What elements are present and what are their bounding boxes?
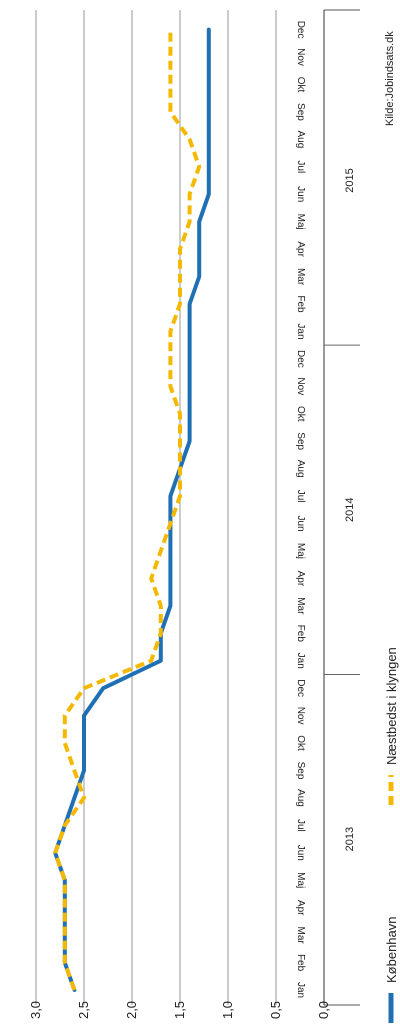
x-tick-label: Feb: [295, 295, 306, 313]
x-tick-label: Feb: [295, 954, 306, 972]
series-0-point: [103, 688, 104, 689]
series-0-point: [83, 742, 84, 743]
y-tick-label: 0,5: [268, 1001, 283, 1019]
series-0-point: [74, 797, 75, 798]
source-credit: Kilde:Jobindsats.dk: [384, 31, 396, 126]
series-0-point: [199, 276, 200, 277]
x-tick-label: Jun: [295, 515, 306, 531]
x-tick-label: Feb: [295, 625, 306, 643]
x-tick-label: Mar: [295, 268, 306, 286]
x-tick-label: Jan: [295, 323, 306, 339]
series-0-point: [83, 770, 84, 771]
x-axis-month-labels: Jan Feb Mar Apr Maj Jun Jul Aug Sep Okt Nov Dec Jan F…: [295, 21, 306, 998]
x-tick-label: Nov: [295, 707, 306, 725]
series-0-point: [199, 221, 200, 222]
x-tick-label: Maj: [295, 872, 306, 888]
x-tick-label: Mar: [295, 927, 306, 945]
series-1-point: [64, 880, 65, 881]
year-label: 2013: [344, 827, 356, 851]
series-lines: [53, 27, 211, 992]
x-tick-label: Jun: [295, 186, 306, 202]
series-0-point: [170, 578, 171, 579]
x-tick-label: Okt: [295, 77, 306, 93]
series-0-point: [208, 111, 209, 112]
x-tick-label: Maj: [295, 214, 306, 230]
series-0-point: [208, 29, 209, 30]
legend-label-naestbedst: Næstbedst i klyngen: [384, 647, 399, 765]
x-tick-label: Okt: [295, 406, 306, 422]
series-0-point: [208, 139, 209, 140]
x-axis-year-labels: 2013 2014 2015: [344, 168, 356, 851]
x-tick-label: Jan: [295, 653, 306, 669]
x-tick-label: Dec: [295, 350, 306, 368]
year-label: 2014: [344, 498, 356, 522]
x-tick-label: Nov: [295, 377, 306, 395]
x-tick-label: Maj: [295, 543, 306, 559]
x-tick-label: Dec: [295, 21, 306, 39]
series-0-point: [170, 495, 171, 496]
y-tick-label: 2,5: [76, 1001, 91, 1019]
x-tick-label: Aug: [295, 130, 306, 148]
gridlines: [35, 10, 325, 1005]
y-tick-label: 1,0: [220, 1001, 235, 1019]
x-tick-label: Jun: [295, 845, 306, 861]
legend-label-kobenhavn: København: [384, 917, 399, 984]
series-0-point: [208, 194, 209, 195]
series-0-point: [189, 358, 190, 359]
x-tick-label: Nov: [295, 48, 306, 66]
x-tick-label: Apr: [295, 571, 306, 587]
y-tick-label: 3,0: [28, 1001, 43, 1019]
series-line-0: [53, 27, 211, 992]
plot-frame: [324, 9, 360, 1006]
series-1-point: [170, 29, 171, 30]
series-0-point: [160, 660, 161, 661]
x-tick-label: Mar: [295, 597, 306, 615]
series-0-point: [189, 413, 190, 414]
series-0-point: [208, 84, 209, 85]
x-tick-label: Jul: [295, 160, 306, 173]
series-0-point: [189, 441, 190, 442]
x-tick-label: Aug: [295, 460, 306, 478]
y-tick-label: 1,5: [172, 1001, 187, 1019]
x-tick-label: Jul: [295, 490, 306, 503]
series-0-point: [189, 386, 190, 387]
series-0-point: [199, 249, 200, 250]
series-0-point: [170, 550, 171, 551]
series-0-point: [208, 166, 209, 167]
x-tick-label: Jul: [295, 819, 306, 832]
x-tick-label: Apr: [295, 900, 306, 916]
x-tick-label: Apr: [295, 241, 306, 257]
series-0-point: [83, 715, 84, 716]
x-tick-label: Aug: [295, 789, 306, 807]
series-1-point: [170, 56, 171, 57]
series-0-point: [189, 331, 190, 332]
series-0-point: [189, 303, 190, 304]
x-tick-label: Okt: [295, 735, 306, 751]
x-tick-label: Sep: [295, 432, 306, 450]
x-tick-label: Dec: [295, 679, 306, 697]
y-tick-label: 2,0: [124, 1001, 139, 1019]
year-label: 2015: [344, 168, 356, 192]
legend: København Næstbedst i klyngen: [384, 647, 399, 1023]
x-tick-label: Sep: [295, 762, 306, 780]
x-tick-label: Sep: [295, 103, 306, 121]
series-0-point: [170, 605, 171, 606]
x-tick-label: Jan: [295, 982, 306, 998]
series-line-1: [53, 29, 202, 991]
y-tick-label: 0,0: [316, 1001, 331, 1019]
y-axis-tick-labels: 0,0 0,5 1,0 1,5 2,0 2,5 3,0: [28, 1001, 331, 1019]
series-1-point: [170, 84, 171, 85]
series-0-point: [208, 56, 209, 57]
